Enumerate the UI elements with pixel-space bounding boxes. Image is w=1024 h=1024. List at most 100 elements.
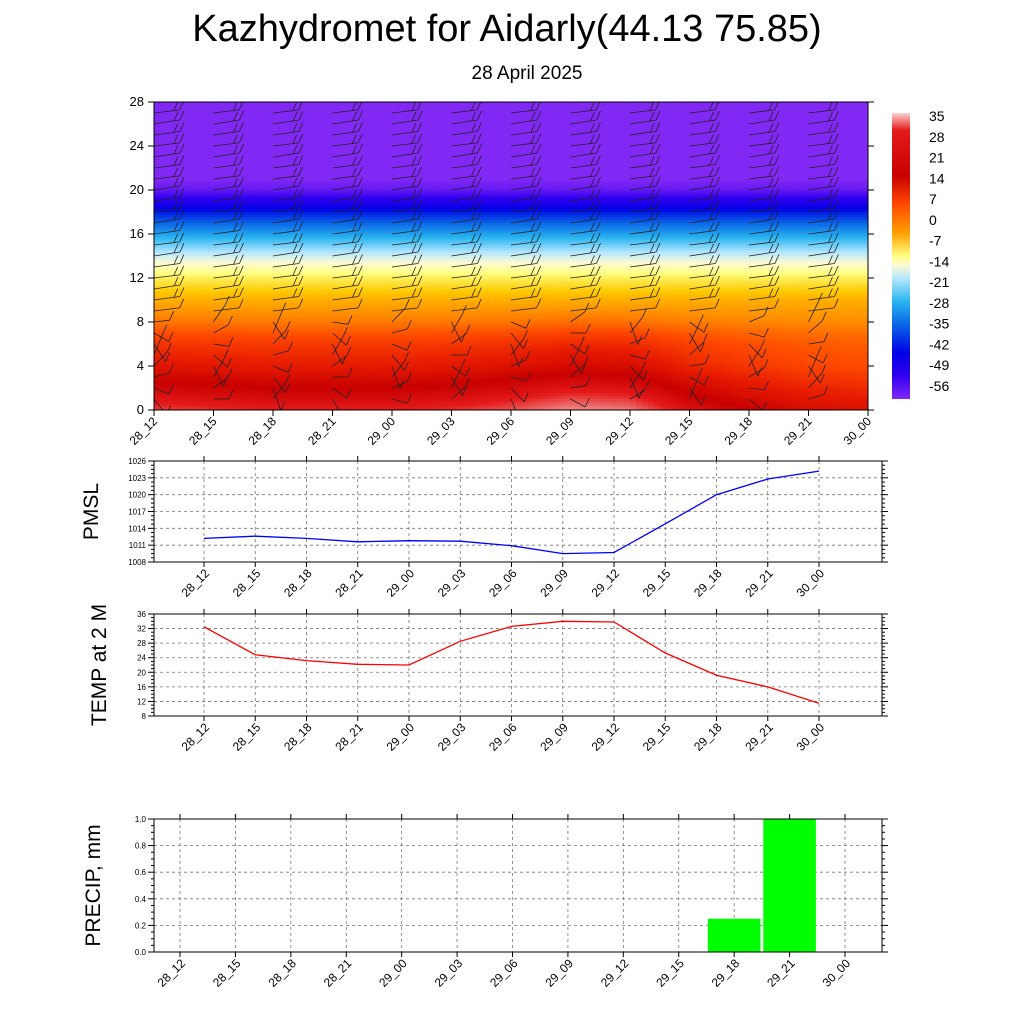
heatmap-cell	[844, 165, 851, 169]
heatmap-cell	[397, 137, 405, 142]
heatmap-cell	[314, 132, 322, 136]
heatmap-cell	[344, 135, 351, 139]
heatmap-cell	[725, 107, 732, 111]
heatmap-cell	[564, 151, 572, 155]
heatmap-cell	[808, 165, 816, 169]
heatmap-cell	[344, 168, 351, 172]
heatmap-cell	[255, 151, 262, 155]
heatmap-cell	[457, 115, 464, 120]
heatmap-cell	[427, 115, 435, 120]
heatmap-cell	[463, 143, 470, 147]
heatmap-cell	[528, 110, 536, 114]
heatmap-cell	[641, 129, 649, 133]
heatmap-cell	[463, 146, 470, 150]
heatmap-cell	[832, 157, 839, 161]
heatmap-cell	[677, 165, 685, 169]
heatmap-cell	[659, 107, 667, 111]
heatmap-cell	[737, 135, 744, 139]
heatmap-cell	[284, 157, 292, 161]
heatmap-cell	[213, 143, 221, 147]
heatmap-cell	[165, 170, 173, 175]
heatmap-cell	[582, 132, 589, 136]
heatmap-cell	[386, 140, 393, 144]
heatmap-cell	[677, 148, 685, 153]
heatmap-cell	[624, 143, 631, 147]
heatmap-cell	[671, 113, 679, 117]
heatmap-cell	[397, 140, 405, 144]
heatmap-cell	[362, 168, 369, 172]
heatmap-cell	[386, 104, 393, 109]
heatmap-cell	[409, 157, 417, 161]
heatmap-cell	[463, 121, 470, 125]
heatmap-cell	[332, 154, 340, 158]
heatmap-cell	[499, 170, 506, 175]
heatmap-cell	[754, 115, 762, 120]
heatmap-cell	[552, 124, 560, 128]
heatmap-cell	[725, 154, 732, 158]
heatmap-cell	[534, 129, 542, 133]
heatmap-cell	[635, 113, 643, 117]
heatmap-cell	[719, 135, 726, 139]
heatmap-cell	[433, 151, 441, 155]
heatmap-cell	[647, 162, 655, 166]
heatmap-cell	[612, 129, 619, 133]
heatmap-cell	[582, 110, 589, 114]
heatmap-cell	[326, 140, 334, 144]
heatmap-cell	[201, 157, 209, 161]
heatmap-cell	[409, 165, 417, 169]
heatmap-cell	[511, 124, 518, 128]
heatmap-cell	[439, 162, 447, 166]
heatmap-cell	[790, 151, 798, 155]
heatmap-cell	[427, 154, 435, 158]
heatmap-cell	[505, 107, 512, 111]
heatmap-cell	[540, 126, 548, 131]
heatmap-cell	[641, 115, 649, 120]
heatmap-cell	[403, 118, 411, 122]
heatmap-cell	[743, 140, 750, 144]
heatmap-cell	[814, 148, 821, 153]
heatmap-cell	[635, 148, 643, 153]
heatmap-cell	[528, 135, 536, 139]
heatmap-cell	[374, 113, 381, 117]
heatmap-cell	[540, 110, 548, 114]
heatmap-cell	[374, 126, 381, 131]
heatmap-cell	[659, 143, 667, 147]
heatmap-cell	[195, 102, 203, 106]
heatmap-cell	[600, 146, 607, 150]
heatmap-cell	[159, 137, 167, 142]
heatmap-cell	[386, 102, 393, 106]
heatmap-cell	[439, 165, 447, 169]
heatmap-cell	[653, 151, 661, 155]
heatmap-cell	[326, 104, 334, 109]
heatmap-cell	[844, 110, 851, 114]
heatmap-cell	[570, 110, 578, 114]
heatmap-cell	[564, 140, 572, 144]
heatmap-cell	[689, 113, 697, 117]
heatmap-cell	[582, 146, 589, 150]
heatmap-cell	[558, 170, 566, 175]
heatmap-cell	[594, 154, 601, 158]
heatmap-cell	[719, 110, 726, 114]
heatmap-cell	[368, 143, 375, 147]
heatmap-cell	[558, 157, 566, 161]
heatmap-cell	[213, 121, 221, 125]
heatmap-cell	[326, 113, 334, 117]
heatmap-cell	[302, 148, 310, 153]
heatmap-cell	[445, 118, 453, 122]
heatmap-cell	[273, 104, 280, 109]
heatmap-cell	[159, 129, 167, 133]
heatmap-cell	[487, 146, 494, 150]
heatmap-cell	[618, 118, 625, 122]
heatmap-cell	[427, 129, 435, 133]
heatmap-cell	[600, 162, 607, 166]
heatmap-cell	[350, 124, 357, 128]
heatmap-cell	[540, 165, 548, 169]
heatmap-cell	[213, 170, 221, 175]
heatmap-cell	[302, 168, 310, 172]
heatmap-cell	[451, 115, 459, 120]
heatmap-cell	[683, 115, 691, 120]
heatmap-cell	[403, 104, 411, 109]
heatmap-cell	[766, 115, 774, 120]
heatmap-cell	[481, 170, 488, 175]
heatmap-cell	[409, 135, 417, 139]
